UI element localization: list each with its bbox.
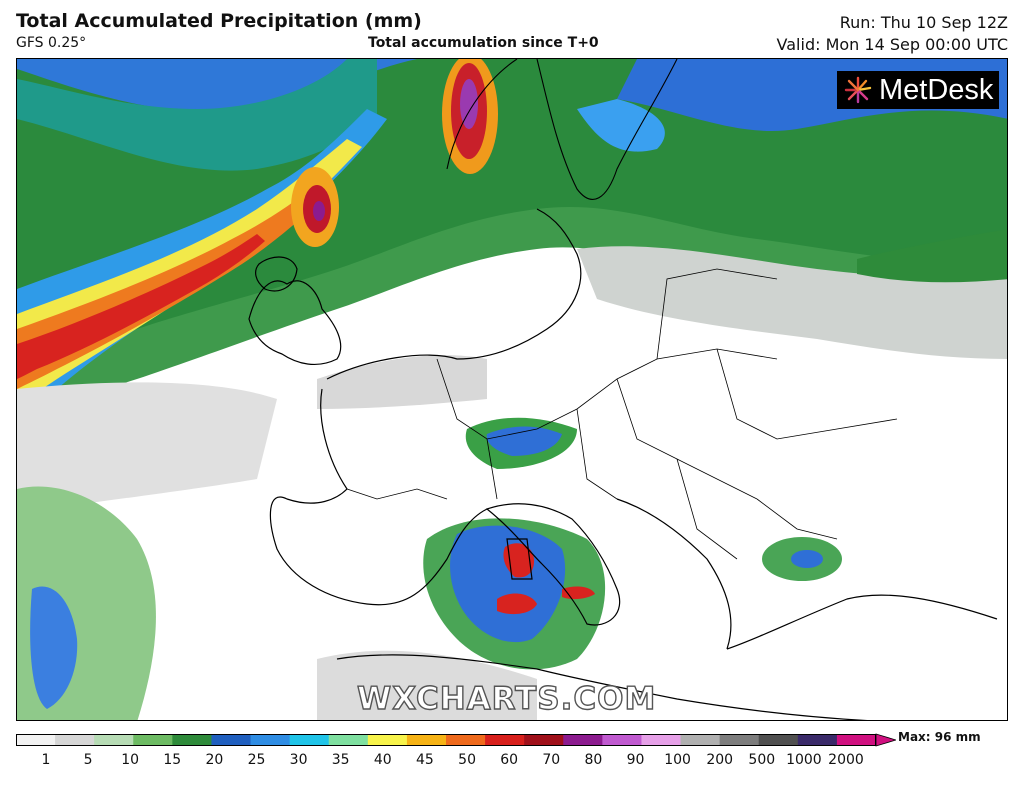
color-scale-tick-label: 5 <box>83 752 93 768</box>
color-scale-tick-label: 30 <box>289 752 308 768</box>
metdesk-logo-icon <box>844 76 872 104</box>
color-scale-tick-label: 25 <box>247 752 266 768</box>
color-scale-bar <box>16 733 896 747</box>
coast-turkey <box>726 594 998 650</box>
coastlines <box>248 208 998 720</box>
run-time: Run: Thu 10 Sep 12Z <box>839 13 1008 32</box>
color-scale-tick-label: 60 <box>500 752 519 768</box>
metdesk-logo: MetDesk <box>837 71 999 109</box>
chart-subtitle: Total accumulation since T+0 <box>368 35 599 51</box>
color-scale-segment <box>797 734 838 746</box>
country-borders <box>346 268 898 560</box>
color-scale-ticks: 1 5 10 15 20 25 30 35 40 45 50 60 70 80 90 100 200 500 100… <box>16 752 896 772</box>
color-scale-segment <box>367 734 408 746</box>
color-scale-tick-label: 45 <box>415 752 434 768</box>
color-scale-tick-label: 70 <box>542 752 561 768</box>
color-scale-tick-label: 200 <box>706 752 734 768</box>
color-scale-segment <box>16 734 56 746</box>
coast-scandinavia <box>446 59 678 200</box>
color-scale-segment <box>563 734 603 746</box>
precip-blue-nw <box>17 59 417 111</box>
precip-blue-sw <box>30 586 78 709</box>
color-scale-segment <box>172 734 213 746</box>
color-scale-tick-label: 50 <box>458 752 477 768</box>
coast-iberia-france <box>269 388 488 606</box>
color-scale-tick-label: 80 <box>584 752 603 768</box>
precip-norway-purple <box>460 79 478 129</box>
color-scale-segment <box>446 734 486 746</box>
precip-blue-alps <box>486 426 562 456</box>
color-scale-arrow <box>875 733 896 747</box>
color-scale-border <box>16 734 876 746</box>
color-scale-segment <box>406 734 447 746</box>
color-scale-segment <box>289 734 330 746</box>
color-scale-segment <box>719 734 760 746</box>
color-scale-tick-label: 1 <box>41 752 51 768</box>
max-label: Max: 96 mm <box>898 730 981 744</box>
color-scale-tick-label: 20 <box>205 752 224 768</box>
precipitation-map: MetDesk WXCHARTS.COM <box>16 58 1008 721</box>
color-scale-segment <box>680 734 721 746</box>
color-scale-segment <box>211 734 252 746</box>
precip-green-russia <box>857 229 1007 283</box>
coast-north-sea <box>326 208 582 380</box>
precip-scotland-purple <box>313 201 325 221</box>
coast-ireland <box>255 256 298 292</box>
coast-adriatic-balkans <box>616 498 732 650</box>
precip-teal-nw <box>17 59 377 171</box>
model-label: GFS 0.25° <box>16 35 87 51</box>
color-scale-tick-label: 15 <box>163 752 182 768</box>
chart-title: Total Accumulated Precipitation (mm) <box>16 10 422 32</box>
precip-band-red <box>17 234 265 379</box>
valid-time: Valid: Mon 14 Sep 00:00 UTC <box>776 35 1008 54</box>
color-scale-tick-label: 500 <box>748 752 776 768</box>
color-scale-segment <box>758 734 799 746</box>
precip-blue-tyrrhenian <box>450 525 566 643</box>
precip-grey-central <box>317 355 487 409</box>
precip-lightblue-baltic <box>577 99 665 152</box>
coast-africa <box>336 654 868 720</box>
precip-blue-turkey <box>791 550 823 568</box>
coast-britain <box>248 280 342 366</box>
precip-grey-east <box>577 246 1007 359</box>
map-canvas <box>17 59 1007 720</box>
color-scale-segment <box>641 734 682 746</box>
color-scale-tick-label: 40 <box>373 752 392 768</box>
color-scale-segment <box>602 734 643 746</box>
color-scale-tick-label: 10 <box>121 752 140 768</box>
color-scale-segment <box>250 734 291 746</box>
color-scale-tick-label: 1000 <box>786 752 822 768</box>
coast-sardinia <box>506 538 533 580</box>
color-scale-tick-label: 35 <box>331 752 350 768</box>
color-scale-segment <box>524 734 564 746</box>
precip-red-tyrrhenian <box>497 593 537 615</box>
color-scale-segment <box>55 734 95 746</box>
precip-grey-africa <box>317 650 537 720</box>
color-scale-segment <box>328 734 369 746</box>
color-scale-segment <box>94 734 134 746</box>
color-scale-segment <box>485 734 525 746</box>
color-scale-segment <box>836 734 877 746</box>
color-scale-tick-label: 100 <box>664 752 691 768</box>
precip-grey-atlantic <box>17 382 277 509</box>
color-scale-tick-label: 90 <box>626 752 645 768</box>
color-scale-segment <box>133 734 173 746</box>
color-scale-tick-label: 2000 <box>828 752 864 768</box>
metdesk-logo-text: MetDesk <box>879 73 994 106</box>
wxcharts-watermark: WXCHARTS.COM <box>356 680 657 717</box>
coast-italy <box>485 503 621 626</box>
